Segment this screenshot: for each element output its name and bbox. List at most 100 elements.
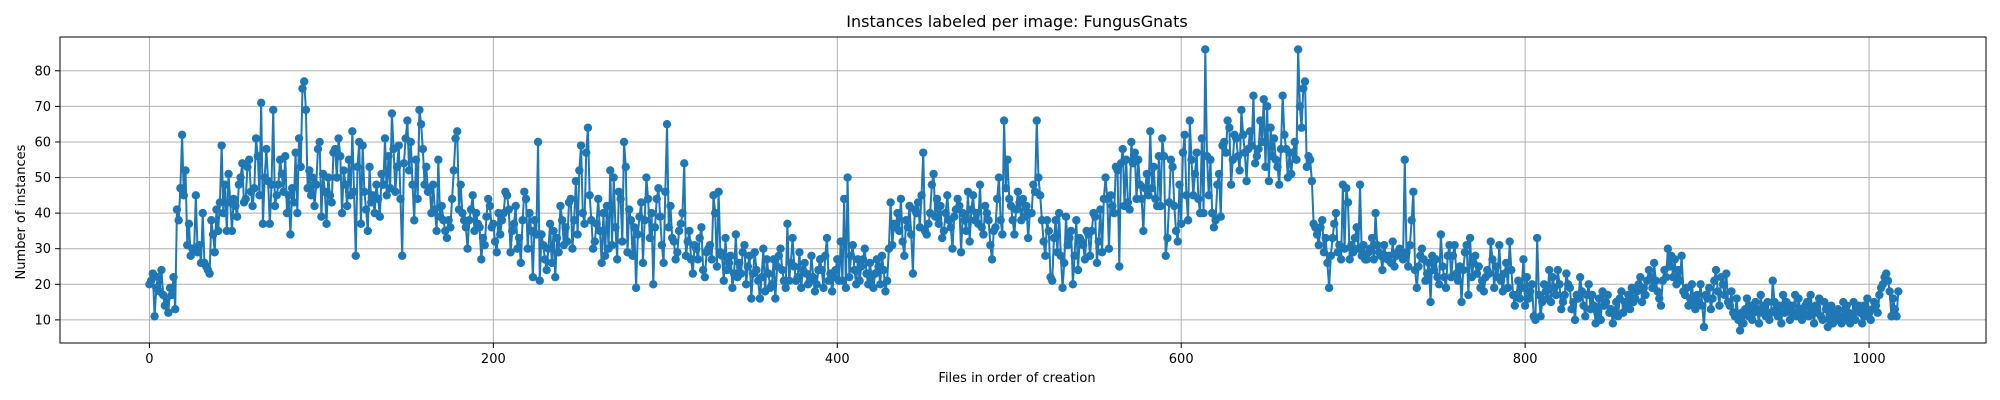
data-point [1718, 280, 1728, 289]
data-point [1066, 226, 1076, 236]
data-point [1405, 240, 1415, 250]
data-point [480, 240, 489, 250]
data-point [612, 255, 622, 264]
data-point [1471, 251, 1480, 261]
data-point [394, 141, 403, 150]
x-tick-label: 200 [481, 352, 506, 367]
data-point [960, 216, 969, 225]
data-point [1641, 290, 1650, 300]
data-point [666, 201, 675, 211]
data-point [1121, 155, 1131, 164]
data-point [857, 262, 866, 271]
data-point [294, 134, 304, 143]
data-point [482, 212, 491, 221]
data-point [1275, 180, 1284, 189]
data-point [1732, 294, 1741, 303]
data-point [1747, 315, 1757, 325]
y-tick-label: 10 [34, 313, 51, 328]
data-point [1431, 255, 1440, 264]
data-point [1166, 155, 1176, 164]
data-point [1450, 240, 1459, 250]
data-point [1491, 262, 1501, 271]
data-point [157, 265, 166, 275]
data-point [310, 201, 319, 211]
data-point [724, 258, 734, 268]
data-point [296, 162, 305, 172]
data-point [298, 84, 307, 93]
data-point [530, 216, 539, 225]
data-point [1242, 176, 1251, 186]
data-point [1352, 223, 1361, 232]
data-point [943, 191, 952, 200]
data-point [1125, 205, 1134, 214]
data-point [1151, 194, 1160, 204]
data-point [1008, 216, 1017, 225]
x-tick-label: 600 [1169, 352, 1194, 367]
data-point [1500, 269, 1509, 278]
data-point [652, 194, 661, 204]
data-point [1328, 233, 1337, 243]
data-point [375, 212, 385, 221]
data-point [583, 123, 593, 132]
data-point [1022, 201, 1031, 211]
y-axis-ticks: 10 20 30 40 50 60 70 80 [34, 64, 60, 328]
data-point [602, 201, 612, 211]
data-point [898, 237, 907, 246]
data-point [790, 262, 799, 271]
data-point [1414, 262, 1423, 271]
data-point [186, 251, 195, 261]
data-point [542, 265, 551, 275]
data-point [1448, 251, 1458, 261]
data-point [831, 265, 840, 275]
data-point [293, 208, 302, 218]
data-point [688, 269, 698, 278]
data-point [903, 223, 912, 232]
data-point [305, 166, 314, 175]
data-point [483, 194, 493, 204]
data-point [1400, 155, 1409, 164]
data-point [1324, 283, 1334, 293]
data-point [1118, 144, 1127, 154]
data-point [1742, 294, 1752, 303]
data-point [1594, 294, 1604, 303]
data-point [1398, 255, 1408, 264]
data-point [611, 223, 620, 232]
data-point [810, 287, 820, 296]
data-point [1560, 290, 1569, 300]
data-point [250, 184, 259, 193]
data-point [662, 119, 672, 129]
data-point [1101, 173, 1110, 182]
data-point [917, 191, 926, 200]
data-point [1395, 244, 1404, 253]
data-point [1312, 230, 1322, 239]
data-point [1318, 216, 1327, 225]
data-point [1194, 194, 1203, 204]
data-point [1048, 276, 1057, 285]
data-point [714, 187, 723, 196]
data-point [1094, 237, 1103, 246]
data-point [919, 148, 928, 157]
data-point [1087, 226, 1096, 236]
data-point [1061, 212, 1071, 221]
data-point [932, 194, 942, 204]
data-point [1034, 173, 1043, 182]
data-point [453, 127, 462, 136]
data-point [360, 187, 369, 196]
data-point [999, 116, 1009, 125]
data-point [712, 262, 722, 271]
data-point [348, 127, 357, 136]
data-point [220, 180, 230, 189]
data-point [1347, 240, 1356, 250]
data-point [1187, 155, 1196, 164]
data-point [1541, 287, 1550, 296]
data-point [982, 208, 992, 218]
data-point [1503, 283, 1513, 293]
data-point [776, 244, 785, 253]
data-point [1302, 162, 1311, 172]
data-point [253, 152, 262, 161]
data-point [1326, 251, 1336, 261]
data-point [336, 152, 345, 161]
data-point [1670, 255, 1679, 264]
data-point [980, 201, 990, 211]
data-point [258, 219, 268, 228]
